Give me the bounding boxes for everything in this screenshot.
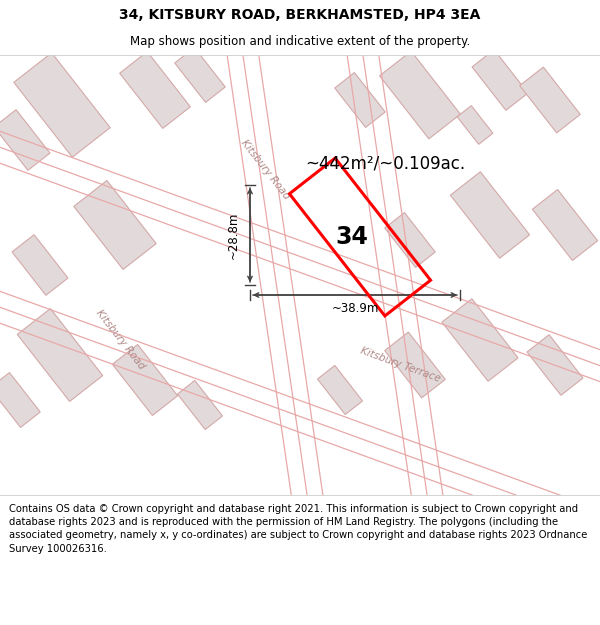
Text: ~38.9m: ~38.9m — [331, 302, 379, 316]
Polygon shape — [380, 51, 460, 139]
Polygon shape — [0, 372, 40, 428]
Polygon shape — [112, 344, 178, 416]
Text: Map shows position and indicative extent of the property.: Map shows position and indicative extent… — [130, 35, 470, 48]
Polygon shape — [17, 309, 103, 401]
Polygon shape — [119, 52, 190, 128]
Polygon shape — [74, 181, 156, 269]
Text: Contains OS data © Crown copyright and database right 2021. This information is : Contains OS data © Crown copyright and d… — [9, 504, 587, 554]
Text: 34, KITSBURY ROAD, BERKHAMSTED, HP4 3EA: 34, KITSBURY ROAD, BERKHAMSTED, HP4 3EA — [119, 8, 481, 22]
Polygon shape — [451, 172, 530, 258]
Text: Kitsbury Terrace: Kitsbury Terrace — [359, 346, 442, 384]
Text: 34: 34 — [335, 225, 368, 249]
Polygon shape — [385, 213, 435, 268]
Text: Kitsbury Road: Kitsbury Road — [239, 138, 291, 202]
Polygon shape — [12, 235, 68, 295]
Polygon shape — [178, 381, 223, 429]
Polygon shape — [532, 189, 598, 261]
Polygon shape — [317, 366, 362, 414]
Text: Kitsbury Road: Kitsbury Road — [94, 308, 146, 372]
Polygon shape — [385, 332, 445, 398]
Polygon shape — [175, 48, 225, 102]
Text: ~28.8m: ~28.8m — [227, 211, 240, 259]
Polygon shape — [0, 110, 50, 170]
Polygon shape — [520, 67, 580, 133]
Polygon shape — [14, 52, 110, 158]
Polygon shape — [457, 106, 493, 144]
Polygon shape — [472, 50, 528, 110]
Text: ~442m²/~0.109ac.: ~442m²/~0.109ac. — [305, 154, 465, 172]
Polygon shape — [442, 299, 518, 381]
Polygon shape — [335, 72, 385, 127]
Polygon shape — [527, 335, 583, 395]
